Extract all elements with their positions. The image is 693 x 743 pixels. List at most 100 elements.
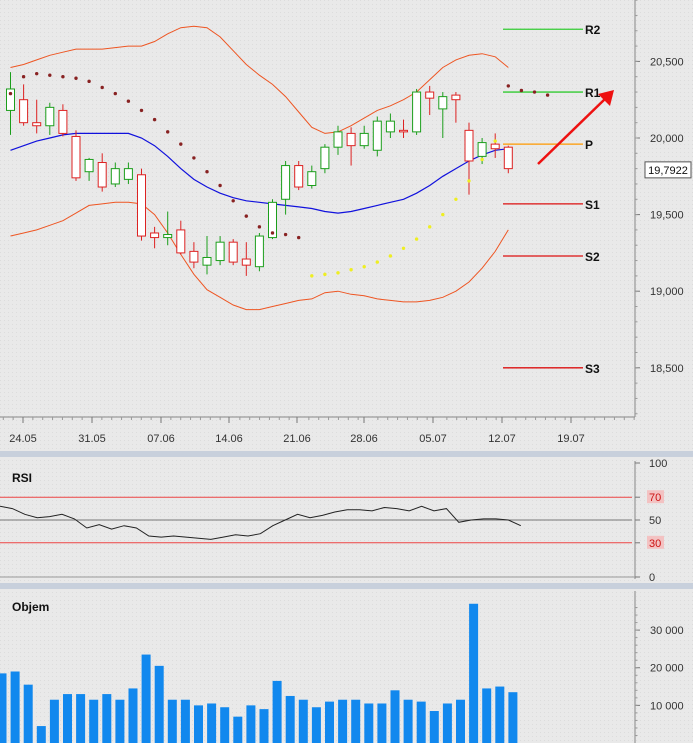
rsi-line xyxy=(0,505,522,540)
volume-bar xyxy=(338,699,348,743)
pivot-label-s1: S1 xyxy=(585,198,600,212)
rsi-panel: RSI 100 70 50 30 0 xyxy=(0,458,667,584)
volume-bar xyxy=(311,707,321,743)
volume-bar xyxy=(49,699,59,743)
candle-body xyxy=(372,120,382,151)
volume-bar xyxy=(233,716,243,743)
parabolic-sar-dot xyxy=(179,142,183,146)
price-panel: 20,500 20,000 19,500 19,000 18,500 24.05 31.05… xyxy=(0,0,693,589)
candle-body xyxy=(58,109,68,134)
candle-body xyxy=(110,168,120,185)
candle-body xyxy=(359,132,369,147)
candle-body xyxy=(346,132,356,147)
volume-bar xyxy=(298,699,308,743)
date-tick-label: 21.06 xyxy=(283,433,311,445)
pane-separator xyxy=(0,451,693,457)
parabolic-sar-dot xyxy=(74,76,78,80)
parabolic-sar-dot xyxy=(480,157,484,162)
candle-body xyxy=(150,232,160,239)
volume-bar xyxy=(10,671,20,743)
candle-body xyxy=(202,256,212,266)
volume-bar xyxy=(76,694,86,743)
volume-bar xyxy=(154,665,164,743)
candle-body xyxy=(241,258,251,266)
parabolic-sar-dot xyxy=(231,199,235,203)
parabolic-sar-dot xyxy=(441,212,445,217)
trend-arrow-head xyxy=(598,90,614,106)
candle-body xyxy=(438,96,448,110)
rsi-tick-label: 70 xyxy=(649,492,661,504)
parabolic-sar-dot xyxy=(100,85,104,90)
pivot-label-s2: S2 xyxy=(585,250,600,264)
parabolic-sar-dot xyxy=(270,231,275,235)
parabolic-sar-dot xyxy=(519,88,524,93)
candle-body xyxy=(281,165,291,200)
parabolic-sar-dot xyxy=(283,232,288,237)
candle-body xyxy=(176,229,186,254)
candle-body xyxy=(254,235,264,268)
volume-bar xyxy=(325,701,334,743)
parabolic-sar-dot xyxy=(205,170,209,174)
volume-bar xyxy=(141,654,151,743)
parabolic-sar-dot xyxy=(362,264,366,269)
parabolic-sar-dot xyxy=(48,73,52,77)
rsi-tick-label: 30 xyxy=(649,538,661,550)
candle-body xyxy=(307,171,317,186)
candle-body xyxy=(163,234,173,239)
candle-body xyxy=(45,106,55,127)
last-price-box xyxy=(644,161,692,179)
candle-body xyxy=(215,241,225,262)
parabolic-sar-dot xyxy=(192,156,196,160)
parabolic-sar-dot xyxy=(21,75,26,79)
date-tick-label: 12.07 xyxy=(488,433,516,445)
candle-body xyxy=(189,250,199,263)
volume-bar xyxy=(246,705,256,743)
pivot-label-s3: S3 xyxy=(585,362,600,376)
parabolic-sar-dot xyxy=(506,84,510,88)
volume-bar xyxy=(456,699,465,743)
volume-bar xyxy=(442,703,452,743)
date-tick-label: 31.05 xyxy=(78,433,106,445)
candle-body xyxy=(490,143,500,150)
parabolic-sar-dot xyxy=(493,139,497,143)
rsi-tick-label: 0 xyxy=(649,572,655,584)
volume-bar xyxy=(0,673,7,743)
candle-body xyxy=(385,120,395,133)
volume-bar xyxy=(115,699,125,743)
parabolic-sar-dot xyxy=(35,71,39,76)
volume-bar xyxy=(416,701,426,743)
date-tick-label: 28.06 xyxy=(350,433,378,445)
parabolic-sar-dot xyxy=(126,99,131,103)
candle-body xyxy=(320,146,330,170)
candle-body xyxy=(477,142,487,157)
volume-bar xyxy=(23,684,33,743)
rsi-title: RSI xyxy=(12,471,32,485)
volume-tick-label: 20 000 xyxy=(650,663,684,675)
parabolic-sar-dot xyxy=(218,183,222,188)
volume-tick-label: 10 000 xyxy=(650,700,684,712)
parabolic-sar-dot xyxy=(401,246,406,251)
price-tick-label: 19,000 xyxy=(650,286,684,298)
volume-bar xyxy=(220,707,230,743)
candle-body xyxy=(412,91,422,133)
candle-body xyxy=(123,168,133,180)
date-tick-label: 14.06 xyxy=(215,433,243,445)
pivot-label-r2: R2 xyxy=(585,23,601,37)
price-tick-label: 19,500 xyxy=(650,210,684,222)
volume-bar xyxy=(390,690,400,743)
parabolic-sar-dot xyxy=(61,75,65,79)
parabolic-sar-dot xyxy=(244,214,248,218)
date-tick-label: 07.06 xyxy=(147,433,175,445)
price-tick-label: 20,000 xyxy=(650,133,684,145)
parabolic-sar-dot xyxy=(349,268,353,272)
pane-separator xyxy=(0,583,693,589)
candle-body xyxy=(333,131,343,148)
parabolic-sar-dot xyxy=(113,91,118,96)
parabolic-sar-dot xyxy=(428,225,432,229)
candle-body xyxy=(84,158,94,173)
volume-bar xyxy=(403,699,413,743)
volume-bar xyxy=(180,699,190,743)
candle-body xyxy=(268,201,277,239)
candle-body xyxy=(19,99,29,124)
